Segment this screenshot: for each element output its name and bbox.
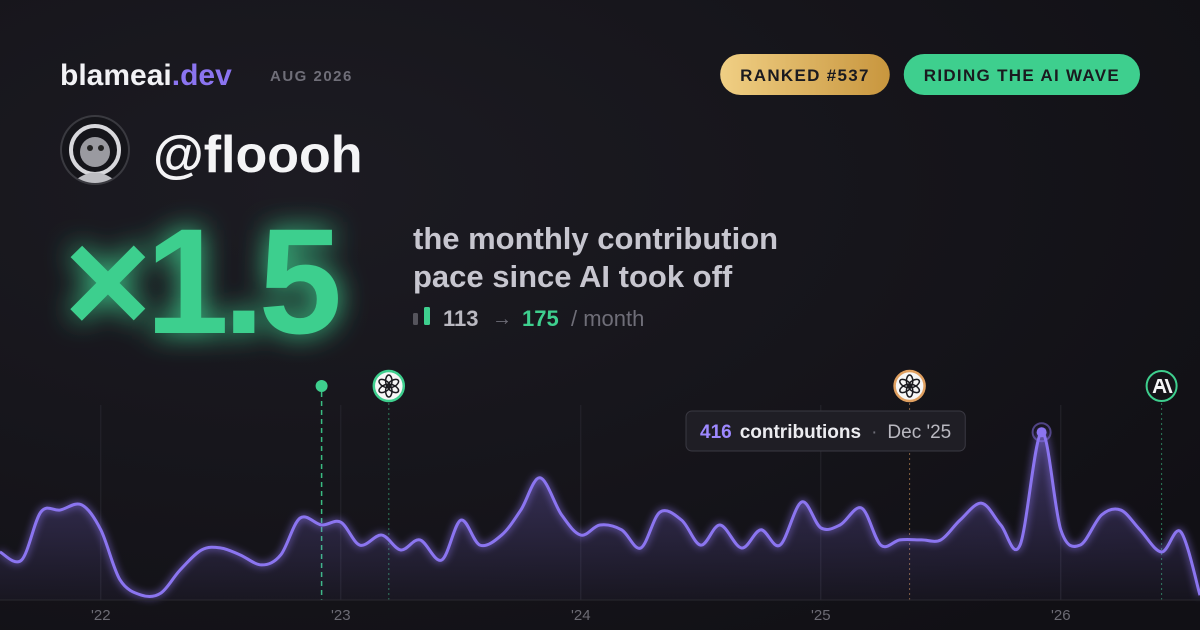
tooltip-text: · [871,422,877,443]
icon-petal [899,378,912,389]
unit: / month [571,306,644,331]
tooltip-text: contributions [740,422,861,443]
multiplier: ×1.5 [64,197,339,365]
area [0,432,1200,600]
badge-bg [720,54,890,95]
highlight-ring [1031,422,1052,443]
badge: RIDING THE AI WAVE [903,54,1140,95]
description-line: pace since AI took off [413,259,733,294]
stat-icon [424,307,430,325]
avatar [60,115,130,185]
handle: @floooh [153,126,363,184]
badge-text: RANKED #537 [740,66,870,85]
tooltip-bg [685,410,966,452]
event-dot [315,380,328,392]
badge-text: RIDING THE AI WAVE [924,66,1120,85]
chart: '22 '23 '24 '25 '26 416 contributions · Dec '25 [0,369,1200,624]
x-tick-label: '23 [331,607,351,624]
tooltip-text: Dec '25 [887,422,951,443]
x-tick-label: '22 [91,607,111,624]
description-line: the monthly contribution [413,221,778,256]
tooltip-text: 416 [700,422,732,443]
brand-suffix: .dev [172,59,232,92]
icon-petal [378,378,391,389]
badge: RANKED #537 [720,54,890,95]
stat-icon [413,313,418,325]
x-tick-label: '24 [571,607,591,624]
event-icon [372,369,406,403]
before-value: 113 [443,306,479,331]
after-value: 175 [522,306,559,331]
icon-bg [372,369,406,403]
brand: blameai.dev [60,59,232,92]
icon-bg [893,369,926,403]
icon-glyph [1152,379,1173,393]
event-icon [1145,370,1178,402]
event-icon [893,369,926,403]
x-tick-label: '26 [1051,607,1071,624]
tooltip: 416 contributions · Dec '25 [685,410,966,452]
badge-bg [903,54,1140,95]
brand-name: blameai [60,59,172,92]
x-tick-label: '25 [811,607,831,624]
arrow: → [492,308,512,330]
line [0,430,1200,599]
highlight-dot [1036,427,1047,438]
badges: RIDING THE AI WAVE RANKED #537 [720,54,1140,95]
date: AUG 2026 [270,68,353,85]
